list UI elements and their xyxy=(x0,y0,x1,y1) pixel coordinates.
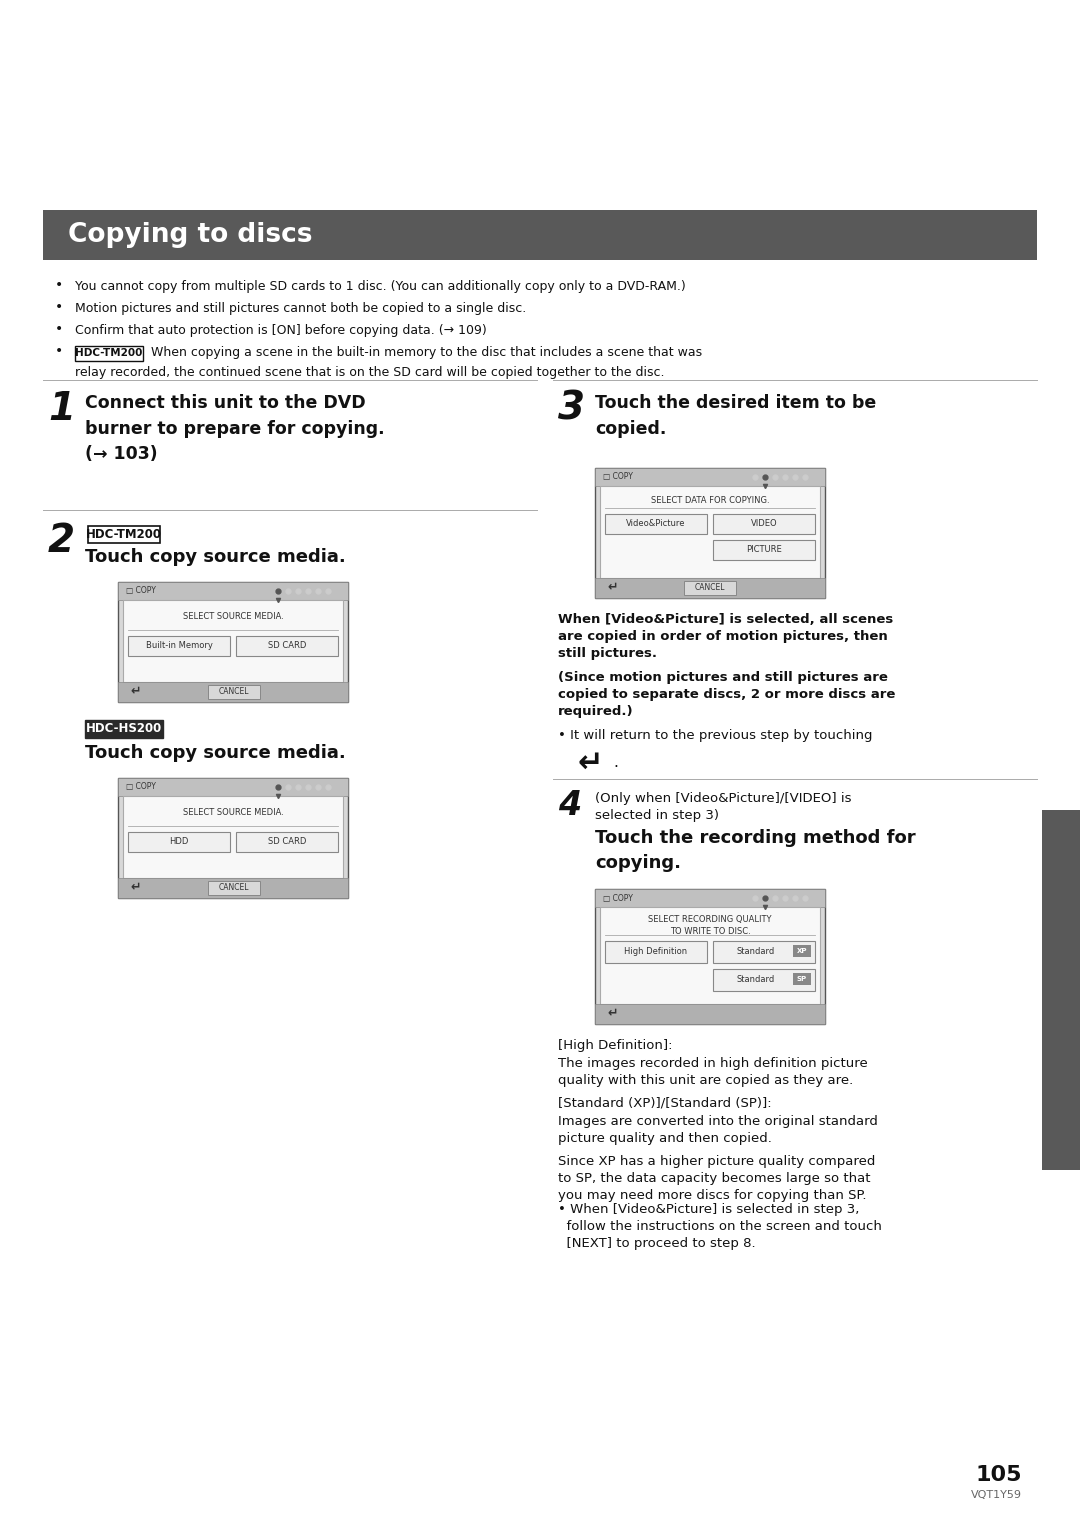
Bar xyxy=(237,832,338,852)
Text: ↵: ↵ xyxy=(578,749,604,778)
Bar xyxy=(793,974,811,984)
Bar xyxy=(118,778,348,897)
Text: When [Video&Picture] is selected, all scenes
are copied in order of motion pictu: When [Video&Picture] is selected, all sc… xyxy=(558,613,893,661)
Text: Standard: Standard xyxy=(737,948,775,957)
Text: When copying a scene in the built-in memory to the disc that includes a scene th: When copying a scene in the built-in mem… xyxy=(147,346,702,359)
Text: XP: XP xyxy=(797,948,807,954)
Bar xyxy=(605,514,707,534)
Text: SELECT DATA FOR COPYING.: SELECT DATA FOR COPYING. xyxy=(650,496,769,505)
Text: Touch copy source media.: Touch copy source media. xyxy=(85,548,346,566)
Text: SD CARD: SD CARD xyxy=(268,641,307,650)
Bar xyxy=(43,211,1037,259)
Text: •: • xyxy=(55,301,64,314)
Bar xyxy=(118,581,348,600)
Text: (Since motion pictures and still pictures are
copied to separate discs, 2 or mor: (Since motion pictures and still picture… xyxy=(558,671,895,719)
Text: ↵: ↵ xyxy=(608,1007,618,1021)
Text: CANCEL: CANCEL xyxy=(219,688,249,696)
Bar xyxy=(600,906,820,1004)
Text: HDD: HDD xyxy=(170,838,189,847)
Text: •: • xyxy=(55,343,64,359)
Bar xyxy=(713,969,815,990)
Text: •: • xyxy=(55,278,64,291)
Text: Copying to discs: Copying to discs xyxy=(68,221,312,249)
Bar xyxy=(595,468,825,485)
Text: .: . xyxy=(613,755,618,771)
Text: 2: 2 xyxy=(48,522,75,560)
Text: SD CARD: SD CARD xyxy=(268,838,307,847)
Text: ↵: ↵ xyxy=(131,882,141,894)
Text: HDC-TM200: HDC-TM200 xyxy=(86,528,162,542)
Text: 3: 3 xyxy=(558,391,585,427)
Text: Standard: Standard xyxy=(737,975,775,984)
Text: □ COPY: □ COPY xyxy=(603,894,633,902)
Text: Confirm that auto protection is [ON] before copying data. (→ 109): Confirm that auto protection is [ON] bef… xyxy=(75,324,487,337)
Bar xyxy=(713,540,815,560)
Bar xyxy=(600,485,820,578)
Text: [Standard (XP)]/[Standard (SP)]:: [Standard (XP)]/[Standard (SP)]: xyxy=(558,1097,771,1109)
Bar xyxy=(237,636,338,656)
Text: High Definition: High Definition xyxy=(624,948,688,957)
Text: Video&Picture: Video&Picture xyxy=(626,519,686,528)
Bar xyxy=(118,682,348,702)
Text: CANCEL: CANCEL xyxy=(219,884,249,893)
Bar xyxy=(87,526,160,543)
Text: PICTURE: PICTURE xyxy=(746,545,782,554)
Text: •: • xyxy=(55,322,64,336)
Text: (Only when [Video&Picture]/[VIDEO] is
selected in step 3): (Only when [Video&Picture]/[VIDEO] is se… xyxy=(595,792,851,823)
Text: □ COPY: □ COPY xyxy=(126,586,156,595)
Bar xyxy=(713,514,815,534)
Bar xyxy=(118,778,348,797)
Text: HDC-TM200: HDC-TM200 xyxy=(76,348,143,359)
Text: SELECT SOURCE MEDIA.: SELECT SOURCE MEDIA. xyxy=(183,612,283,621)
Text: • It will return to the previous step by touching: • It will return to the previous step by… xyxy=(558,729,873,742)
Bar xyxy=(129,636,230,656)
Bar xyxy=(118,877,348,897)
Bar xyxy=(793,945,811,957)
Bar xyxy=(208,685,260,699)
Bar xyxy=(75,346,143,362)
Bar xyxy=(595,578,825,598)
Bar xyxy=(595,890,825,1024)
Text: • When [Video&Picture] is selected in step 3,
  follow the instructions on the s: • When [Video&Picture] is selected in st… xyxy=(558,1202,882,1250)
Bar xyxy=(118,581,348,702)
Text: Connect this unit to the DVD
burner to prepare for copying.
(→ 103): Connect this unit to the DVD burner to p… xyxy=(85,394,384,464)
Text: Touch copy source media.: Touch copy source media. xyxy=(85,745,346,761)
Bar xyxy=(595,468,825,598)
Bar xyxy=(595,890,825,906)
Text: Touch the desired item to be
copied.: Touch the desired item to be copied. xyxy=(595,394,876,438)
Bar xyxy=(684,581,735,595)
Bar xyxy=(129,832,230,852)
Text: □ COPY: □ COPY xyxy=(126,783,156,792)
Text: SP: SP xyxy=(797,977,807,983)
Text: ↵: ↵ xyxy=(608,581,618,595)
Text: VQT1Y59: VQT1Y59 xyxy=(971,1489,1022,1500)
Text: relay recorded, the continued scene that is on the SD card will be copied togeth: relay recorded, the continued scene that… xyxy=(75,366,664,378)
Text: VIDEO: VIDEO xyxy=(751,519,778,528)
Text: CANCEL: CANCEL xyxy=(694,583,726,592)
Text: The images recorded in high definition picture
quality with this unit are copied: The images recorded in high definition p… xyxy=(558,1058,867,1087)
Text: SELECT RECORDING QUALITY
TO WRITE TO DISC.: SELECT RECORDING QUALITY TO WRITE TO DIS… xyxy=(648,916,772,935)
Text: □ COPY: □ COPY xyxy=(603,473,633,482)
Text: [High Definition]:: [High Definition]: xyxy=(558,1039,673,1051)
Text: Since XP has a higher picture quality compared
to SP, the data capacity becomes : Since XP has a higher picture quality co… xyxy=(558,1155,876,1202)
Text: Built-in Memory: Built-in Memory xyxy=(146,641,213,650)
Text: ↵: ↵ xyxy=(131,685,141,699)
Bar xyxy=(1042,810,1080,1170)
Text: Images are converted into the original standard
picture quality and then copied.: Images are converted into the original s… xyxy=(558,1116,878,1144)
Text: You cannot copy from multiple SD cards to 1 disc. (You can additionally copy onl: You cannot copy from multiple SD cards t… xyxy=(75,279,686,293)
Bar xyxy=(713,942,815,963)
Bar xyxy=(123,797,343,877)
Text: Motion pictures and still pictures cannot both be copied to a single disc.: Motion pictures and still pictures canno… xyxy=(75,302,526,314)
Bar xyxy=(85,720,163,739)
Bar xyxy=(595,1004,825,1024)
Text: 105: 105 xyxy=(975,1465,1022,1485)
Bar xyxy=(208,881,260,896)
Bar xyxy=(123,600,343,682)
Text: 4: 4 xyxy=(558,789,581,823)
Text: HDC-HS200: HDC-HS200 xyxy=(86,722,162,736)
Bar xyxy=(605,942,707,963)
Text: SELECT SOURCE MEDIA.: SELECT SOURCE MEDIA. xyxy=(183,807,283,816)
Text: Touch the recording method for
copying.: Touch the recording method for copying. xyxy=(595,829,916,871)
Text: 1: 1 xyxy=(48,391,75,427)
